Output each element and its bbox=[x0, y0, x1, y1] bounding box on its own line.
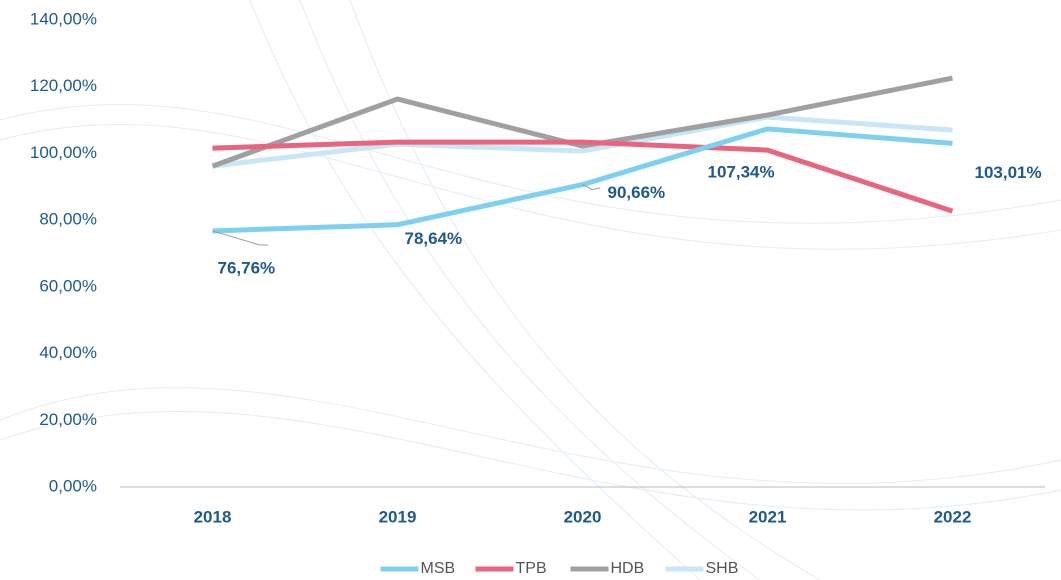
x-tick-label: 2021 bbox=[749, 507, 787, 526]
legend-label: SHB bbox=[706, 560, 739, 577]
y-tick-label: 60,00% bbox=[39, 276, 97, 295]
line-series bbox=[212, 139, 954, 214]
y-tick-label: 80,00% bbox=[39, 210, 97, 229]
y-tick-label: 120,00% bbox=[30, 76, 97, 95]
leader-line bbox=[582, 184, 601, 191]
y-tick-label: 0,00% bbox=[49, 476, 97, 495]
data-label: 76,76% bbox=[218, 258, 276, 277]
legend-label: TPB bbox=[516, 560, 547, 577]
y-tick-label: 40,00% bbox=[39, 343, 97, 362]
data-label: 78,64% bbox=[405, 229, 463, 248]
legend-label: HDB bbox=[611, 560, 645, 577]
line-series bbox=[212, 114, 953, 169]
x-tick-label: 2020 bbox=[564, 507, 602, 526]
line-series bbox=[211, 75, 953, 169]
legend-label: MSB bbox=[421, 560, 456, 577]
x-tick-label: 2018 bbox=[194, 507, 232, 526]
y-tick-label: 100,00% bbox=[30, 143, 97, 162]
y-tick-label: 20,00% bbox=[39, 410, 97, 429]
x-tick-label: 2022 bbox=[934, 507, 972, 526]
data-label: 107,34% bbox=[708, 162, 775, 181]
x-tick-label: 2019 bbox=[379, 507, 417, 526]
y-tick-label: 140,00% bbox=[30, 9, 97, 28]
leader-line bbox=[212, 230, 268, 246]
data-label: 103,01% bbox=[975, 163, 1042, 182]
data-label: 90,66% bbox=[608, 183, 666, 202]
